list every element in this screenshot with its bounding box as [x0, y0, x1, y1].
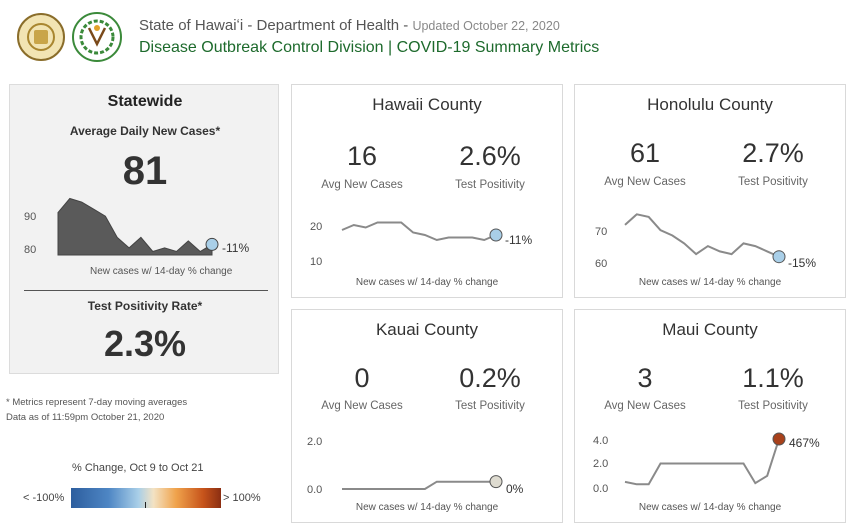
legend-zero-tick — [145, 502, 146, 508]
statewide-positivity-label: Test Positivity Rate* — [87, 299, 203, 313]
sparkline-latest-point[interactable] — [489, 228, 503, 242]
change-label: 467% — [789, 436, 820, 450]
ytick-2: 0.0 — [593, 483, 608, 495]
header-department-text: State of Hawaiʻi - Department of Health … — [139, 17, 413, 34]
sparkline-series — [624, 213, 780, 258]
statewide-panel: Statewide Average Daily New Cases* 81 90… — [9, 84, 279, 374]
statewide-area-group — [57, 197, 219, 256]
chart-caption: New cases w/ 14-day % change — [355, 277, 499, 288]
state-seal-logo — [17, 13, 65, 61]
sparkline-latest-point[interactable] — [489, 475, 503, 489]
statewide-avg-value: 81 — [122, 149, 168, 193]
change-label: -11% — [505, 233, 532, 247]
updated-date: Updated October 22, 2020 — [412, 19, 560, 33]
county-sparkline[interactable]: 20 10 -11% — [292, 85, 564, 275]
ytick-0: 70 — [595, 226, 607, 238]
avg-new-cases-value: 16 — [346, 141, 378, 171]
sparkline-line-group — [341, 221, 503, 242]
avg-new-cases-value: 3 — [637, 363, 653, 393]
county-title: Hawaii County — [372, 95, 482, 114]
legend-title: % Change, Oct 9 to Oct 21 — [72, 462, 204, 474]
avg-new-cases-label: Avg New Cases — [604, 176, 686, 188]
county-panel-kauai: Kauai County 0 Avg New Cases 0.2% Test P… — [291, 309, 563, 523]
legend-min-label: < -100% — [23, 492, 65, 504]
test-positivity-value: 0.2% — [459, 363, 521, 393]
chart-caption: New cases w/ 14-day % change — [638, 502, 782, 513]
ytick-1: 60 — [595, 258, 607, 270]
test-positivity-value: 1.1% — [742, 363, 804, 393]
statewide-positivity-value: 2.3% — [103, 323, 187, 364]
test-positivity-label: Test Positivity — [455, 179, 525, 191]
avg-new-cases-value: 61 — [629, 138, 661, 168]
avg-new-cases-value: 0 — [354, 363, 370, 393]
statewide-divider — [24, 290, 268, 291]
test-positivity-label: Test Positivity — [738, 176, 808, 188]
ytick-0: 2.0 — [307, 436, 322, 448]
change-label: -15% — [788, 256, 816, 270]
county-title: Honolulu County — [647, 95, 773, 114]
footnote-moving-average: * Metrics represent 7-day moving average… — [6, 397, 188, 408]
legend-max-label: > 100% — [223, 492, 261, 504]
statewide-chart-caption: New cases w/ 14-day % change — [90, 266, 233, 277]
ytick-1: 0.0 — [307, 484, 322, 496]
county-panel-hawaii: Hawaii County 16 Avg New Cases 2.6% Test… — [291, 84, 563, 298]
sparkline-series — [624, 438, 780, 486]
statewide-avg-label: Average Daily New Cases* — [69, 124, 221, 138]
chart-caption: New cases w/ 14-day % change — [355, 502, 499, 513]
statewide-sparkline[interactable]: 90 80 -11% — [10, 85, 280, 285]
county-sparkline[interactable]: 4.0 2.0 0.0 467% — [575, 310, 847, 500]
sparkline-line-group — [624, 432, 786, 486]
avg-new-cases-label: Avg New Cases — [604, 400, 686, 412]
avg-new-cases-label: Avg New Cases — [321, 179, 403, 191]
sparkline-line-group — [624, 213, 786, 264]
sparkline-latest-point[interactable] — [772, 432, 786, 446]
change-label: 0% — [506, 482, 524, 496]
avg-new-cases-label: Avg New Cases — [321, 400, 403, 412]
sparkline-series — [342, 480, 496, 490]
test-positivity-value: 2.7% — [742, 138, 804, 168]
county-panel-maui: Maui County 3 Avg New Cases 1.1% Test Po… — [574, 309, 846, 523]
header-division-title: Disease Outbreak Control Division | COVI… — [139, 39, 600, 56]
chart-caption: New cases w/ 14-day % change — [638, 277, 782, 288]
statewide-ytick-0: 90 — [24, 211, 36, 223]
test-positivity-label: Test Positivity — [738, 400, 808, 412]
county-sparkline[interactable]: 70 60 -15% — [575, 85, 847, 275]
sparkline-series — [341, 221, 497, 242]
ytick-1: 2.0 — [593, 458, 608, 470]
county-title: Maui County — [662, 320, 758, 339]
sparkline-line-group — [342, 475, 503, 490]
ytick-1: 10 — [310, 256, 322, 268]
sparkline-latest-point[interactable] — [772, 250, 786, 264]
statewide-change-label: -11% — [222, 241, 249, 255]
legend-color-scale — [71, 488, 221, 508]
statewide-ytick-1: 80 — [24, 244, 36, 256]
county-sparkline[interactable]: 2.0 0.0 0% — [292, 310, 564, 500]
statewide-latest-point[interactable] — [205, 237, 219, 251]
test-positivity-value: 2.6% — [459, 141, 521, 171]
footnote-data-as-of: Data as of 11:59pm October 21, 2020 — [6, 412, 165, 423]
county-panel-honolulu: Honolulu County 61 Avg New Cases 2.7% Te… — [574, 84, 846, 298]
statewide-area — [57, 197, 213, 256]
header-department: State of Hawaiʻi - Department of Health … — [139, 17, 560, 34]
department-of-health-logo — [72, 12, 122, 62]
test-positivity-label: Test Positivity — [455, 400, 525, 412]
county-title: Kauai County — [375, 320, 479, 339]
statewide-title: Statewide — [107, 93, 183, 110]
ytick-0: 4.0 — [593, 435, 608, 447]
ytick-0: 20 — [310, 221, 322, 233]
